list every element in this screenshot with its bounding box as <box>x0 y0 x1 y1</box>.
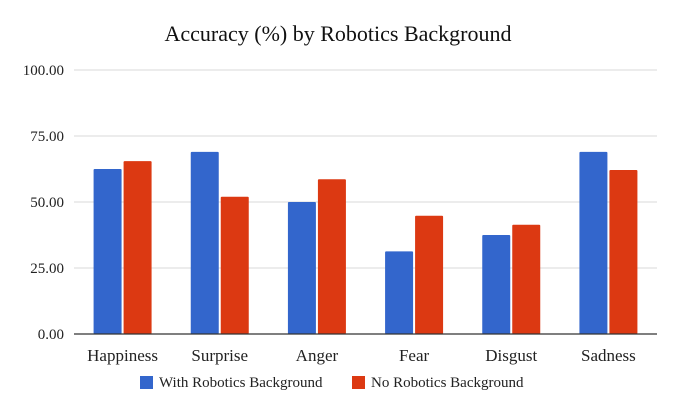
bar-happiness-no-robotics <box>123 161 152 334</box>
gridlines <box>74 69 657 269</box>
x-category-label: Disgust <box>485 346 537 365</box>
x-category-label: Fear <box>399 346 430 365</box>
x-category-label: Anger <box>296 346 339 365</box>
x-category-label: Happiness <box>87 346 158 365</box>
y-axis-tick-labels: 0.00 25.00 50.00 75.00 100.00 <box>23 63 64 343</box>
bar-surprise-no-robotics <box>220 196 249 334</box>
y-tick-label: 75.00 <box>30 129 64 145</box>
bar-happiness-with-robotics <box>93 169 122 334</box>
bar-disgust-with-robotics <box>482 235 511 334</box>
legend: With Robotics Background No Robotics Back… <box>140 375 524 391</box>
y-tick-label: 25.00 <box>30 261 64 277</box>
y-tick-label: 100.00 <box>23 63 64 79</box>
x-category-label: Sadness <box>581 346 636 365</box>
legend-swatch <box>140 376 153 389</box>
bar-sadness-with-robotics <box>579 151 608 334</box>
bar-anger-no-robotics <box>317 179 346 334</box>
y-tick-label: 50.00 <box>30 195 64 211</box>
chart-title: Accuracy (%) by Robotics Background <box>164 21 511 46</box>
x-axis-category-labels: Happiness Surprise Anger Fear Disgust Sadness <box>87 346 636 365</box>
y-tick-label: 0.00 <box>38 327 64 343</box>
legend-swatch <box>352 376 365 389</box>
bars <box>93 151 638 334</box>
legend-label: No Robotics Background <box>371 375 524 391</box>
bar-surprise-with-robotics <box>190 151 219 334</box>
bar-disgust-no-robotics <box>512 224 541 334</box>
bar-anger-with-robotics <box>287 202 316 334</box>
legend-label: With Robotics Background <box>159 375 323 391</box>
bar-fear-with-robotics <box>385 251 414 334</box>
bar-sadness-no-robotics <box>609 170 638 334</box>
bar-fear-no-robotics <box>415 215 444 334</box>
x-category-label: Surprise <box>191 346 248 365</box>
